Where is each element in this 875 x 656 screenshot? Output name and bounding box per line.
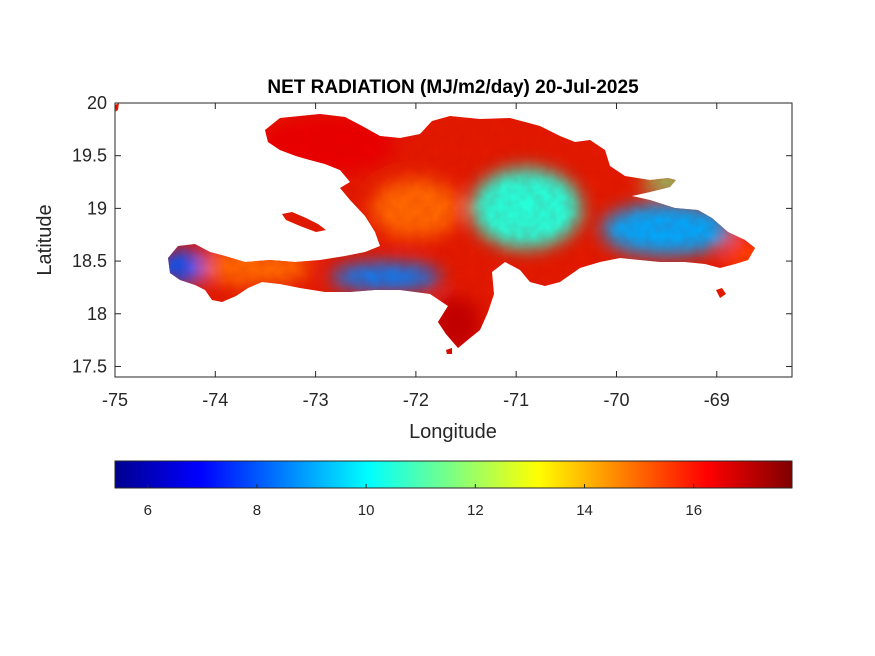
y-axis: 17.5 18 18.5 19 19.5 20 xyxy=(72,93,792,376)
colorbar-ticks: 6 8 10 12 14 16 xyxy=(144,484,702,519)
y-tick-label: 20 xyxy=(87,93,107,113)
map-title: NET RADIATION (MJ/m2/day) 20-Jul-2025 xyxy=(267,77,639,98)
x-tick-label: -74 xyxy=(202,390,228,410)
x-tick-label: -71 xyxy=(503,390,529,410)
colorbar-tick-label: 10 xyxy=(358,502,375,519)
x-tick-label: -73 xyxy=(303,390,329,410)
x-tick-label: -72 xyxy=(403,390,429,410)
colorbar-tick-label: 12 xyxy=(467,502,484,519)
y-tick-label: 19 xyxy=(87,198,107,218)
y-tick-label: 19.5 xyxy=(72,146,107,166)
x-axis-label: Longitude xyxy=(409,421,497,443)
y-tick-label: 18 xyxy=(87,304,107,324)
colorbar-tick-label: 6 xyxy=(144,502,152,519)
colorbar-tick-label: 14 xyxy=(576,502,593,519)
x-tick-label: -70 xyxy=(603,390,629,410)
x-axis: -75 -74 -73 -72 -71 -70 -69 xyxy=(102,103,730,410)
y-tick-label: 17.5 xyxy=(72,356,107,376)
colorbar: 6 8 10 12 14 16 xyxy=(114,460,793,519)
x-tick-label: -75 xyxy=(102,390,128,410)
y-tick-label: 18.5 xyxy=(72,251,107,271)
x-tick-label: -69 xyxy=(704,390,730,410)
colorbar-tick-label: 8 xyxy=(253,502,261,519)
colorbar-gradient xyxy=(114,460,793,489)
colorbar-tick-label: 16 xyxy=(685,502,702,519)
y-axis-label: Latitude xyxy=(34,204,56,275)
